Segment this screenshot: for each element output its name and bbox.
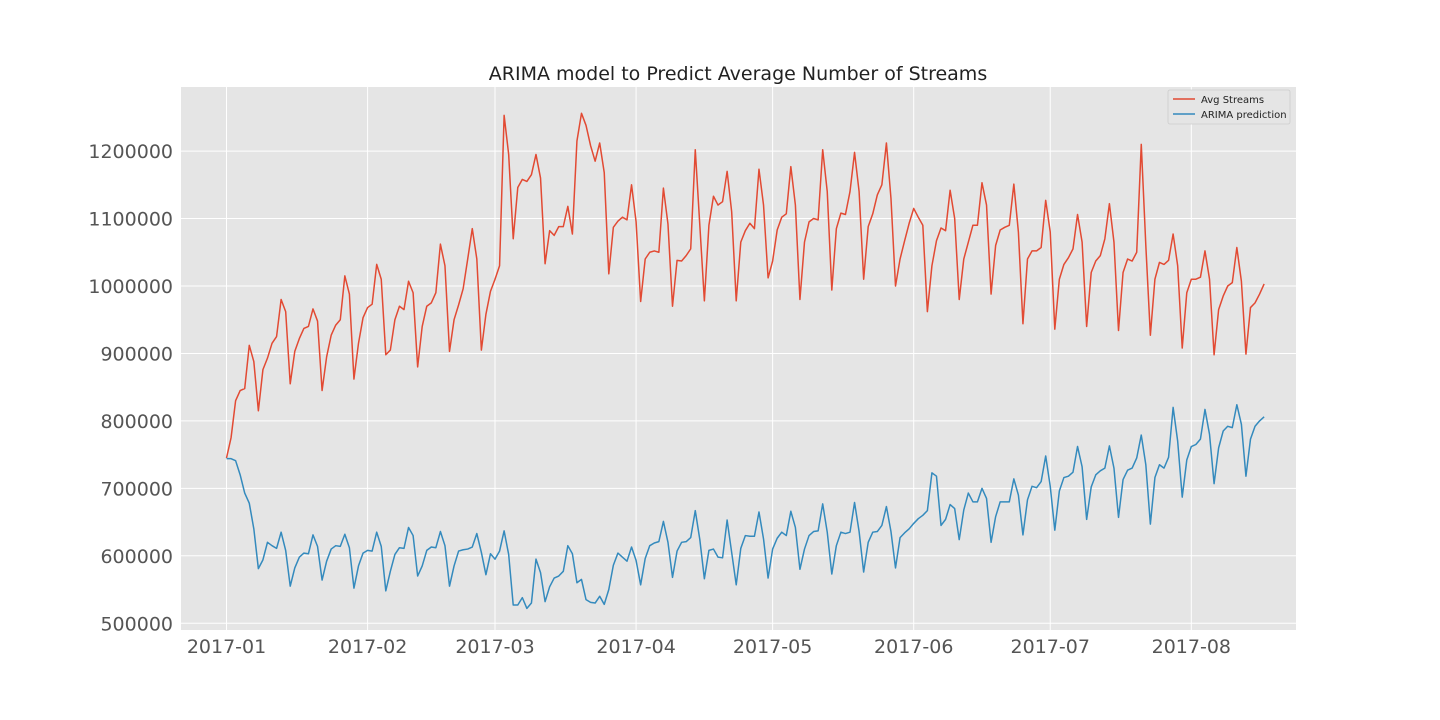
series-line-avg-streams bbox=[225, 112, 1265, 459]
grid-lines bbox=[181, 87, 1296, 630]
legend-box bbox=[1167, 89, 1291, 125]
legend: Avg Streams ARIMA prediction bbox=[1167, 89, 1291, 125]
y-tick-label: 1100000 bbox=[88, 209, 173, 231]
x-tick-label: 2017-08 bbox=[1152, 636, 1231, 658]
y-tick-label: 500000 bbox=[100, 613, 173, 635]
plot-area bbox=[181, 87, 1296, 630]
y-tick-labels: 500000 600000 700000 800000 900000 1000000 110… bbox=[88, 141, 173, 635]
y-tick-label: 800000 bbox=[100, 411, 173, 433]
y-tick-label: 700000 bbox=[100, 478, 173, 500]
y-tick-label: 1000000 bbox=[88, 276, 173, 298]
series-line-arima-prediction bbox=[226, 403, 1265, 610]
x-tick-label: 2017-03 bbox=[455, 636, 534, 658]
x-tick-label: 2017-07 bbox=[1011, 636, 1090, 658]
x-tick-label: 2017-06 bbox=[874, 636, 953, 658]
y-tick-label: 1200000 bbox=[88, 141, 173, 163]
x-tick-label: 2017-02 bbox=[328, 636, 407, 658]
legend-label-avg-streams: Avg Streams bbox=[1201, 95, 1264, 106]
x-tick-label: 2017-01 bbox=[187, 636, 266, 658]
y-tick-label: 900000 bbox=[100, 343, 173, 365]
chart-title: ARIMA model to Predict Average Number of… bbox=[489, 63, 987, 85]
x-tick-labels: 2017-01 2017-02 2017-03 2017-04 2017-05 2017-… bbox=[187, 636, 1231, 658]
x-tick-label: 2017-04 bbox=[596, 636, 675, 658]
x-tick-label: 2017-05 bbox=[733, 636, 812, 658]
legend-label-arima-prediction: ARIMA prediction bbox=[1201, 110, 1287, 121]
y-tick-label: 600000 bbox=[100, 546, 173, 568]
series-lines bbox=[225, 112, 1265, 610]
